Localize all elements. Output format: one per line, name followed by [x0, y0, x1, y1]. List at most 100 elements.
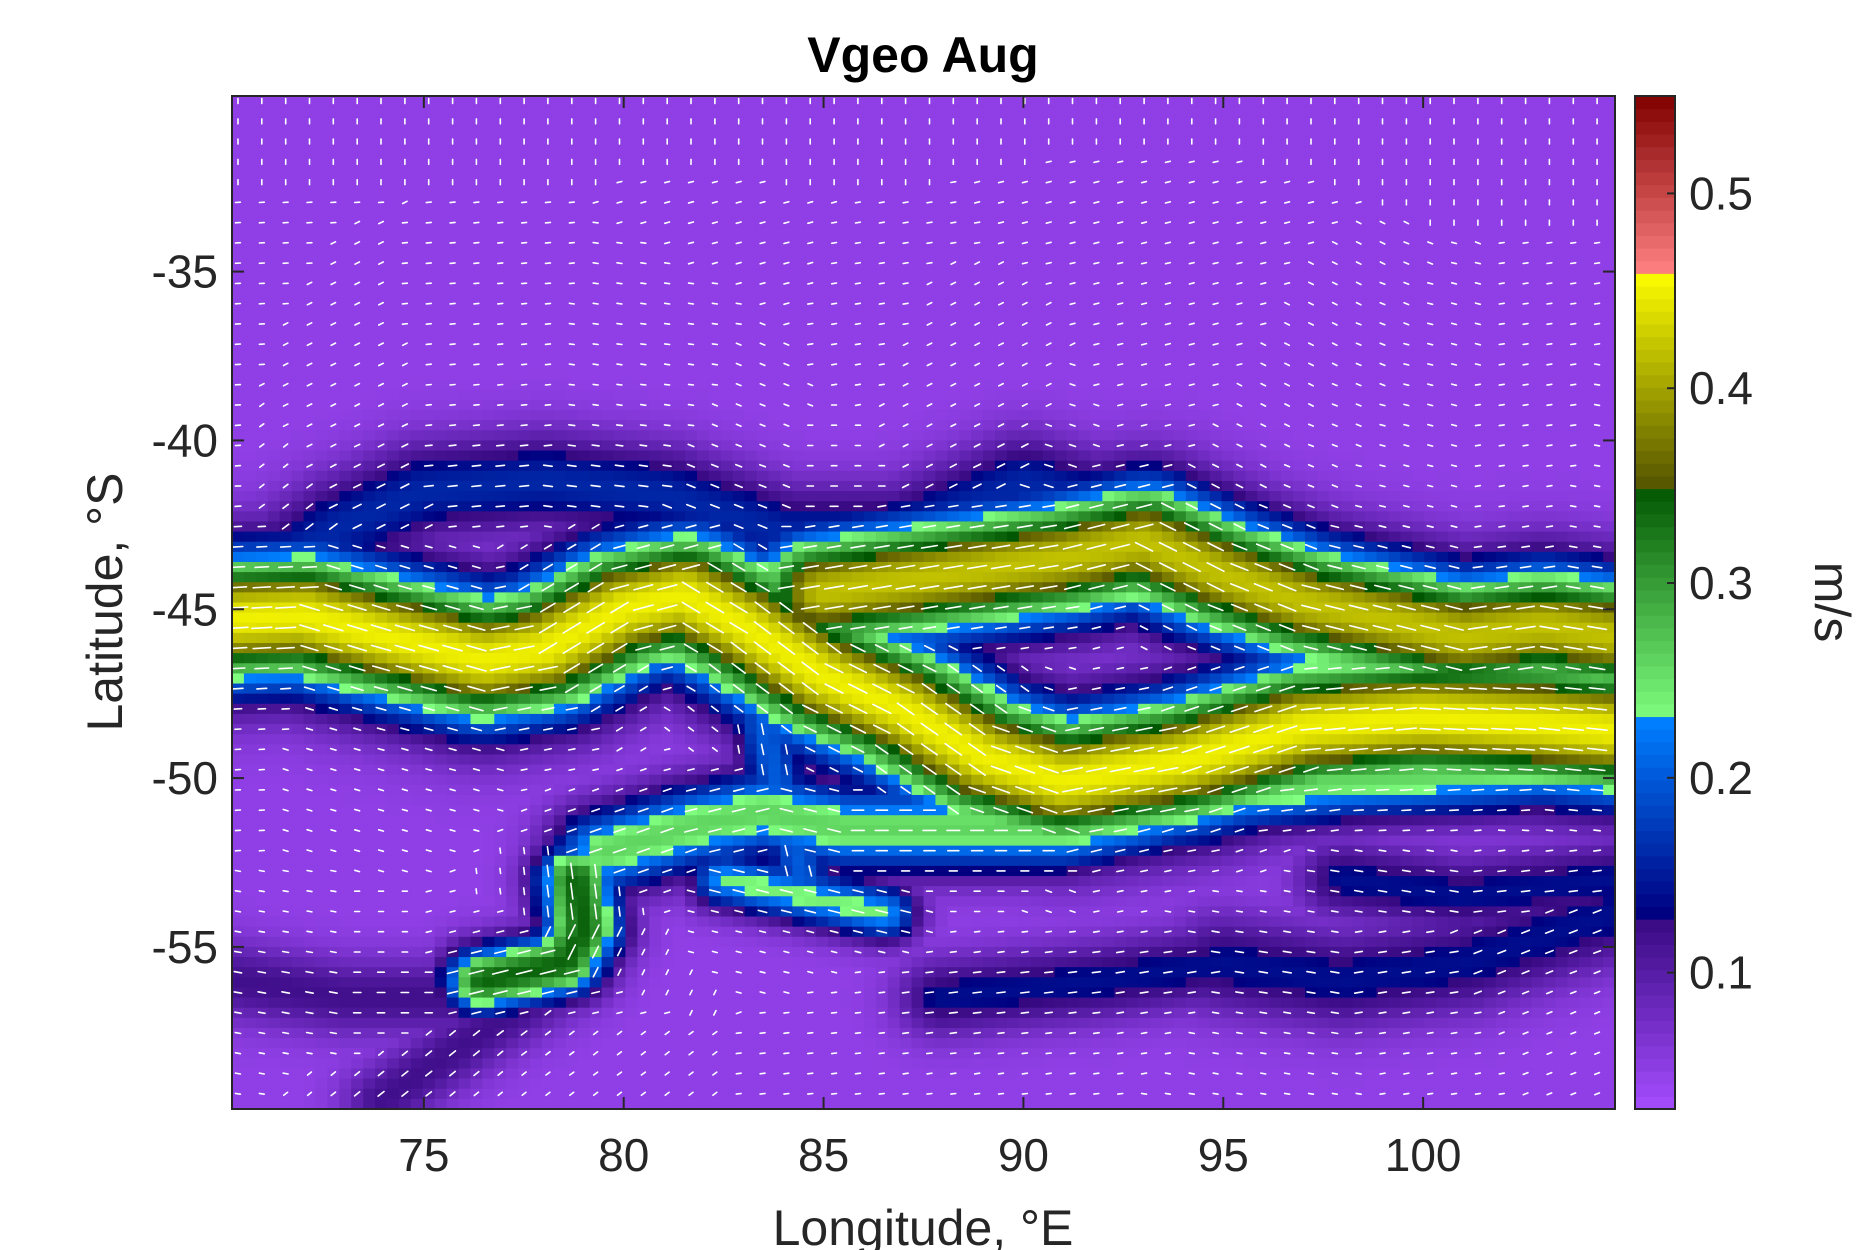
heatmap-cell — [315, 166, 328, 178]
heatmap-cell — [1126, 450, 1139, 462]
heatmap-cell — [1066, 126, 1080, 138]
heatmap-cell — [649, 521, 662, 533]
heatmap-cell — [1460, 440, 1473, 452]
heatmap-cell — [482, 96, 495, 107]
heatmap-cell — [375, 369, 388, 381]
heatmap-cell — [1340, 521, 1354, 533]
heatmap-cell — [1221, 399, 1235, 411]
heatmap-cell — [863, 258, 877, 269]
heatmap-cell — [1030, 177, 1044, 188]
heatmap-cell — [1209, 207, 1223, 219]
heatmap-cell — [1412, 237, 1425, 249]
heatmap-cell — [983, 318, 996, 330]
heatmap-cell — [1376, 511, 1390, 523]
heatmap-cell — [1507, 349, 1521, 360]
heatmap-cell — [1078, 501, 1092, 512]
heatmap-cell — [315, 197, 328, 209]
heatmap-cell — [1471, 207, 1485, 219]
heatmap-cell — [625, 96, 638, 107]
heatmap-cell — [363, 399, 376, 411]
heatmap-cell — [863, 217, 877, 229]
heatmap-cell — [625, 156, 638, 168]
heatmap-cell — [649, 440, 662, 452]
heatmap-cell — [649, 379, 662, 391]
heatmap-cell — [1078, 318, 1092, 330]
heatmap-cell — [625, 207, 638, 219]
heatmap-cell — [923, 268, 937, 279]
heatmap-cell — [458, 126, 472, 138]
heatmap-cell — [744, 349, 758, 360]
heatmap-cell — [673, 450, 686, 462]
heatmap-cell — [339, 237, 352, 249]
heatmap-cell — [1269, 318, 1282, 330]
heatmap-cell — [1507, 399, 1521, 411]
heatmap-cell — [828, 328, 841, 340]
heatmap-cell — [720, 420, 734, 431]
heatmap-cell — [1173, 521, 1187, 533]
heatmap-cell — [1281, 268, 1294, 279]
heatmap-cell — [339, 521, 352, 533]
heatmap-cell — [518, 389, 531, 401]
heatmap-cell — [232, 207, 245, 219]
heatmap-cell — [887, 339, 901, 350]
heatmap-cell — [1460, 187, 1473, 198]
heatmap-cell — [1173, 146, 1187, 158]
heatmap-cell — [983, 288, 996, 300]
heatmap-cell — [458, 399, 472, 411]
heatmap-cell — [863, 197, 877, 209]
heatmap-cell — [911, 521, 925, 533]
heatmap-cell — [327, 410, 340, 421]
heatmap-cell — [911, 420, 925, 431]
heatmap-cell — [816, 136, 829, 148]
heatmap-cell — [1102, 126, 1115, 138]
heatmap-cell — [315, 318, 328, 330]
heatmap-cell — [553, 247, 567, 259]
heatmap-cell — [744, 187, 758, 198]
heatmap-cell — [1245, 106, 1258, 117]
heatmap-cell — [279, 227, 293, 239]
heatmap-cell — [327, 470, 340, 482]
heatmap-cell — [661, 288, 674, 300]
heatmap-cell — [1197, 349, 1211, 360]
heatmap-cell — [482, 369, 495, 381]
heatmap-cell — [386, 258, 400, 269]
heatmap-cell — [1269, 268, 1282, 279]
heatmap-cell — [1448, 187, 1461, 198]
heatmap-cell — [1197, 258, 1211, 269]
heatmap-cell — [291, 308, 305, 320]
heatmap-cell — [339, 116, 352, 127]
heatmap-cell — [386, 146, 400, 158]
heatmap-cell — [1233, 146, 1246, 158]
heatmap-cell — [1400, 187, 1413, 198]
heatmap-cell — [1269, 460, 1282, 472]
heatmap-cell — [1161, 166, 1175, 178]
heatmap-cell — [625, 298, 638, 310]
heatmap-cell — [339, 166, 352, 178]
heatmap-cell — [1388, 501, 1401, 512]
heatmap-cell — [1328, 389, 1342, 401]
heatmap-cell — [1221, 379, 1235, 391]
heatmap-cell — [1293, 258, 1306, 269]
heatmap-cell — [530, 491, 543, 502]
heatmap-cell — [506, 521, 519, 533]
heatmap-cell — [1591, 288, 1604, 300]
heatmap-cell — [1006, 177, 1020, 188]
heatmap-cell — [673, 227, 686, 239]
heatmap-cell — [601, 521, 615, 533]
heatmap-cell — [1245, 480, 1258, 492]
heatmap-cell — [1126, 369, 1139, 381]
heatmap-cell — [1197, 460, 1211, 472]
heatmap-cell — [553, 227, 567, 239]
heatmap-cell — [637, 166, 650, 178]
heatmap-cell — [530, 116, 543, 127]
heatmap-cell — [1030, 379, 1044, 391]
heatmap-cell — [1126, 359, 1139, 371]
heatmap-cell — [768, 96, 782, 107]
heatmap-cell — [1352, 146, 1366, 158]
heatmap-cell — [291, 237, 305, 249]
heatmap-cell — [339, 146, 352, 158]
heatmap-cell — [577, 96, 591, 107]
heatmap-cell — [744, 430, 758, 442]
heatmap-cell — [1400, 511, 1413, 523]
heatmap-cell — [1042, 207, 1056, 219]
